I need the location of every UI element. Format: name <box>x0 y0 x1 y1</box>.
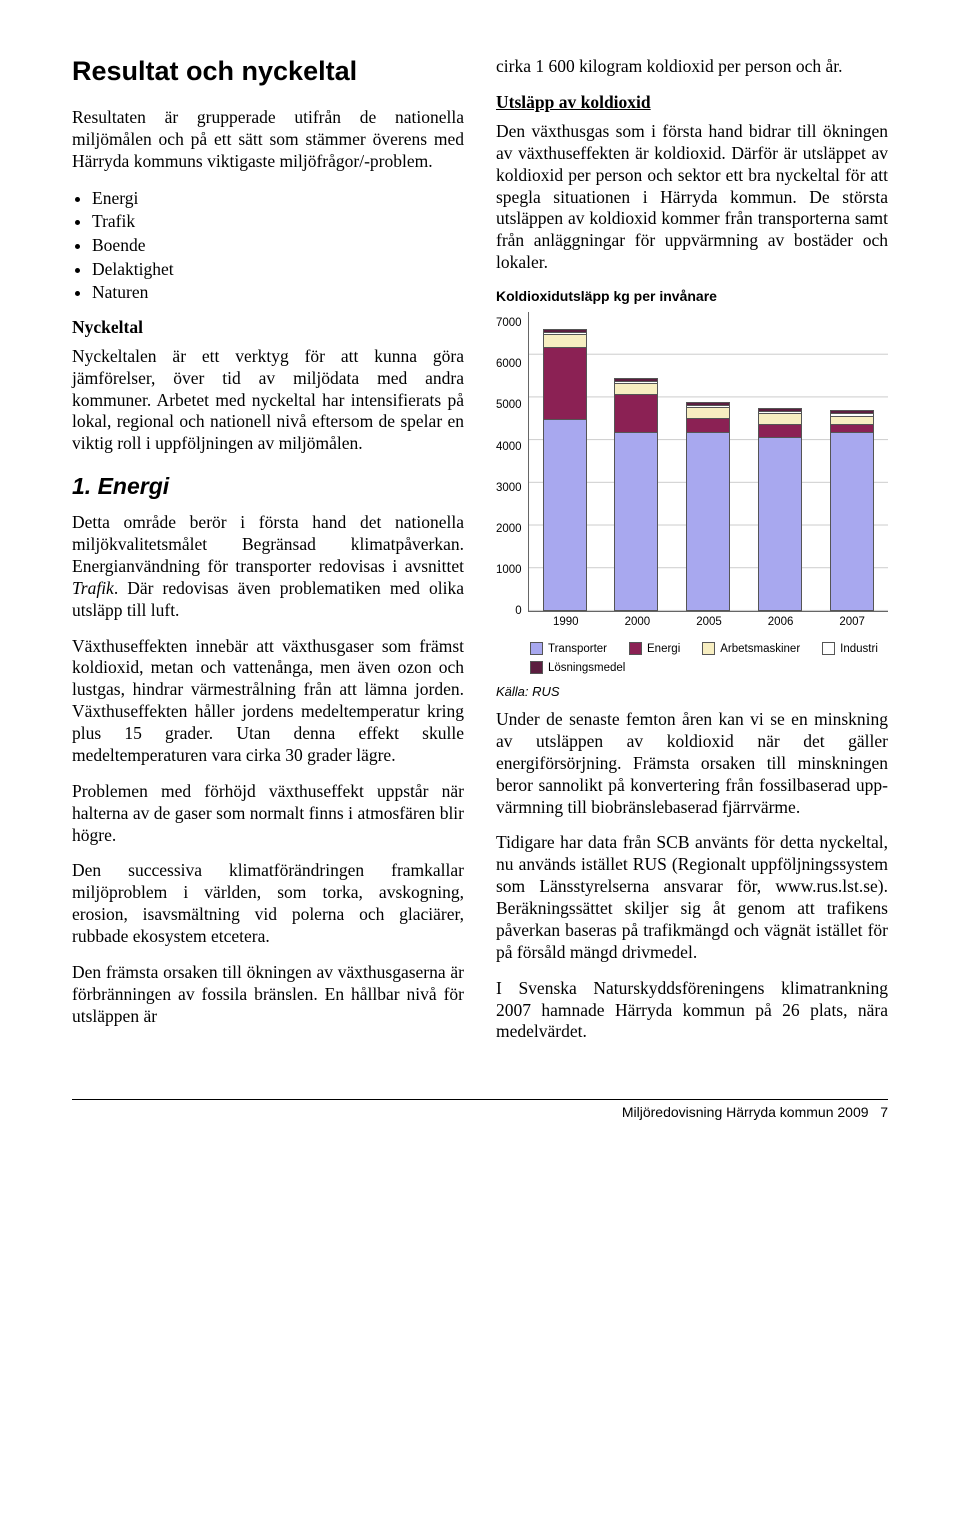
legend-swatch <box>629 642 642 655</box>
footer-text: Miljöredovisning Härryda kommun 2009 <box>622 1104 869 1120</box>
legend-swatch <box>530 661 543 674</box>
bar-2000 <box>614 378 658 611</box>
y-tick-label: 6000 <box>496 359 522 371</box>
x-tick-label: 2005 <box>687 616 731 628</box>
list-item: Boende <box>92 234 464 258</box>
x-axis-labels: 1990 2000 2005 2006 2007 <box>530 616 888 628</box>
list-item: Trafik <box>92 210 464 234</box>
y-tick-label: 5000 <box>496 400 522 412</box>
after-chart-paragraph-1: Under de senaste femton åren kan vi se e… <box>496 709 888 818</box>
text-span: Detta område berör i första hand det nat… <box>72 512 464 576</box>
bar-segment-transporter <box>544 419 586 610</box>
legend-item-industri: Industri <box>822 642 878 655</box>
legend-label: Lösningsmedel <box>548 662 625 674</box>
legend-swatch <box>702 642 715 655</box>
list-item: Naturen <box>92 281 464 305</box>
y-tick-label: 3000 <box>496 483 522 495</box>
list-item: Delaktighet <box>92 258 464 282</box>
legend-item-arbetsmaskiner: Arbetsmaskiner <box>702 642 800 655</box>
bar-segment-arbetsmaskiner <box>759 413 801 424</box>
utsläpp-heading: Utsläpp av koldioxid <box>496 92 888 113</box>
bar-segment-transporter <box>615 432 657 610</box>
legend-swatch <box>530 642 543 655</box>
list-item: Energi <box>92 187 464 211</box>
bar-1990 <box>543 329 587 611</box>
chart-title: Koldioxidutsläpp kg per invånare <box>496 288 888 304</box>
bar-segment-arbetsmaskiner <box>544 334 586 347</box>
bar-segment-arbetsmaskiner <box>687 407 729 418</box>
bar-segment-energi <box>831 424 873 432</box>
y-tick-label: 1000 <box>496 565 522 577</box>
bar-2005 <box>686 402 730 611</box>
legend-label: Arbetsmaskiner <box>720 643 800 655</box>
bar-2007 <box>830 410 874 611</box>
legend-label: Transporter <box>548 643 607 655</box>
utsläpp-paragraph: Den växthusgas som i första hand bidrar … <box>496 121 888 274</box>
bar-segment-energi <box>544 347 586 419</box>
y-tick-label: 0 <box>515 606 521 618</box>
x-tick-label: 2000 <box>615 616 659 628</box>
right-column: cirka 1 600 kilogram koldioxid per perso… <box>496 56 888 1057</box>
topic-list: Energi Trafik Boende Delaktighet Naturen <box>72 187 464 305</box>
nyckeltal-heading: Nyckeltal <box>72 317 464 338</box>
page-number: 7 <box>880 1104 888 1120</box>
text-span: . Där redovisas även problematiken med o… <box>72 578 464 620</box>
chart-legend: Transporter Energi Arbetsmaskiner Industri L… <box>530 642 888 674</box>
intro-paragraph: Resultaten är grupperade utifrån de nati… <box>72 107 464 173</box>
continuation-paragraph: cirka 1 600 kilogram koldioxid per perso… <box>496 56 888 78</box>
after-chart-paragraph-3: I Svenska Naturskyddsföreningens klimat­… <box>496 978 888 1044</box>
legend-item-energi: Energi <box>629 642 680 655</box>
page-footer: Miljöredovisning Härryda kommun 2009 7 <box>72 1093 888 1120</box>
co2-chart: 7000 6000 5000 4000 3000 2000 1000 0 1990 2000 20… <box>496 312 888 674</box>
energi-paragraph-1: Detta område berör i första hand det nat… <box>72 512 464 621</box>
chart-bars <box>529 312 888 611</box>
legend-label: Industri <box>840 643 878 655</box>
legend-item-transporter: Transporter <box>530 642 607 655</box>
left-column: Resultat och nyckeltal Resultaten är gru… <box>72 56 464 1057</box>
trafik-italic: Trafik <box>72 578 114 598</box>
y-tick-label: 7000 <box>496 318 522 330</box>
x-tick-label: 1990 <box>544 616 588 628</box>
bar-segment-transporter <box>759 437 801 610</box>
energi-paragraph-2: Växthuseffekten innebär att växthusgaser… <box>72 636 464 767</box>
energi-paragraph-4: Den successiva klimatförändringen fram­k… <box>72 860 464 948</box>
bar-segment-transporter <box>831 432 873 610</box>
energi-heading: 1. Energi <box>72 473 464 500</box>
after-chart-paragraph-2: Tidigare har data från SCB använts för d… <box>496 832 888 963</box>
bar-2006 <box>758 408 802 611</box>
y-tick-label: 2000 <box>496 524 522 536</box>
bar-segment-energi <box>687 418 729 433</box>
energi-paragraph-3: Problemen med förhöjd växthuseffekt upps… <box>72 781 464 847</box>
bar-segment-energi <box>615 394 657 432</box>
page-title: Resultat och nyckeltal <box>72 56 464 87</box>
x-tick-label: 2006 <box>759 616 803 628</box>
bar-segment-transporter <box>687 432 729 610</box>
legend-swatch <box>822 642 835 655</box>
x-tick-label: 2007 <box>830 616 874 628</box>
chart-source: Källa: RUS <box>496 684 888 699</box>
chart-plot-area <box>528 312 888 612</box>
y-tick-label: 4000 <box>496 441 522 453</box>
legend-item-losningsmedel: Lösningsmedel <box>530 661 625 674</box>
nyckeltal-paragraph: Nyckeltalen är ett verktyg för att kunna… <box>72 346 464 455</box>
bar-segment-arbetsmaskiner <box>831 416 873 424</box>
legend-label: Energi <box>647 643 680 655</box>
energi-paragraph-5: Den främsta orsaken till ökningen av väx… <box>72 962 464 1028</box>
bar-segment-arbetsmaskiner <box>615 383 657 394</box>
y-axis-labels: 70006000500040003000200010000 <box>496 312 528 612</box>
bar-segment-energi <box>759 424 801 437</box>
